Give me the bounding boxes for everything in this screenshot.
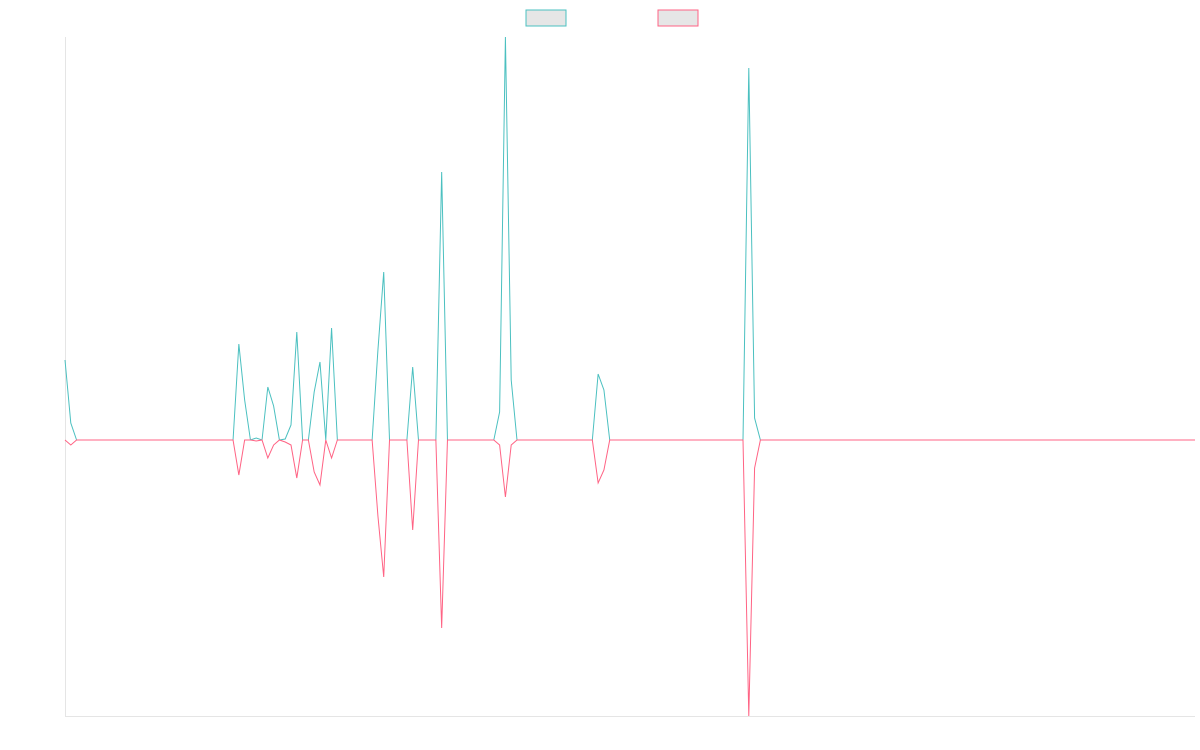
series-line — [64, 36, 1195, 441]
series-line — [64, 439, 1195, 717]
legend-swatch — [525, 9, 567, 27]
legend-swatch — [657, 9, 699, 27]
